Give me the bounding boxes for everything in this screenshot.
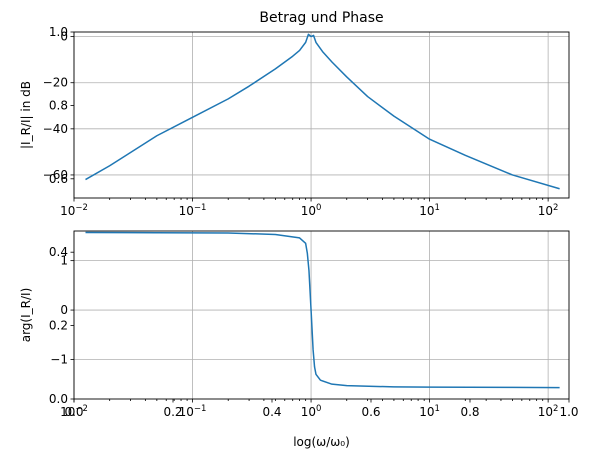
overlay-y-tick-label: 1.0 xyxy=(49,25,68,39)
x-tick-label: 100 xyxy=(301,404,322,419)
overlay-y-tick-label: 0.4 xyxy=(49,245,68,259)
y-axis-label: arg(I_R/I) xyxy=(19,288,33,343)
y-tick-label: 0 xyxy=(60,30,68,44)
x-tick-label: 100 xyxy=(301,203,322,218)
x-tick-label: 102 xyxy=(538,404,559,419)
magnitude-plot: 10−2 10−1 100 101 102 0 −20 −40 −60 Betrag und Ph… xyxy=(19,10,570,218)
x-tick-label: 10−1 xyxy=(179,203,207,218)
y-tick-label: −60 xyxy=(43,168,68,182)
x-tick-label: 10−2 xyxy=(60,203,88,218)
x-axis-label: log(ω/ω₀) xyxy=(293,435,350,449)
x-tick-label: 101 xyxy=(419,203,440,218)
series-line xyxy=(85,33,560,190)
overlay-x-tick-label: 0.8 xyxy=(460,405,479,419)
overlay-y-tick-label: 0.8 xyxy=(49,98,68,112)
overlay-y-tick-label: 0.0 xyxy=(49,392,68,406)
overlay-x-tick-label: 0.0 xyxy=(64,405,83,419)
overlay-x-tick-label: 0.2 xyxy=(163,405,182,419)
series-line xyxy=(85,231,560,389)
overlay-x-tick-label: 0.6 xyxy=(361,405,380,419)
y-tick-label: −20 xyxy=(43,76,68,90)
y-tick-label: −40 xyxy=(43,122,68,136)
x-tick-label: 101 xyxy=(419,404,440,419)
x-tick-label: 10−1 xyxy=(179,404,207,419)
overlay-x-tick-label: 0.4 xyxy=(262,405,281,419)
chart-title: Betrag und Phase xyxy=(259,10,383,26)
y-tick-label: 0 xyxy=(60,303,68,317)
y-axis-label: |I_R/I| in dB xyxy=(19,81,33,149)
x-tick-label: 10−2 xyxy=(60,404,88,419)
overlay-y-tick-label: 0.6 xyxy=(49,172,68,186)
axes-frame xyxy=(73,230,570,400)
y-tick-label: 1 xyxy=(60,254,68,268)
overlay-x-tick-label: 1.0 xyxy=(559,405,578,419)
background-axes: 0.0 0.2 0.4 0.6 0.8 1.0 0.0 0.2 0.4 0.6 0.8 1.0 xyxy=(49,25,579,419)
overlay-y-tick-label: 0.2 xyxy=(49,319,68,333)
axes-frame xyxy=(73,31,570,199)
x-tick-label: 102 xyxy=(538,203,559,218)
y-tick-label: −1 xyxy=(50,352,68,366)
